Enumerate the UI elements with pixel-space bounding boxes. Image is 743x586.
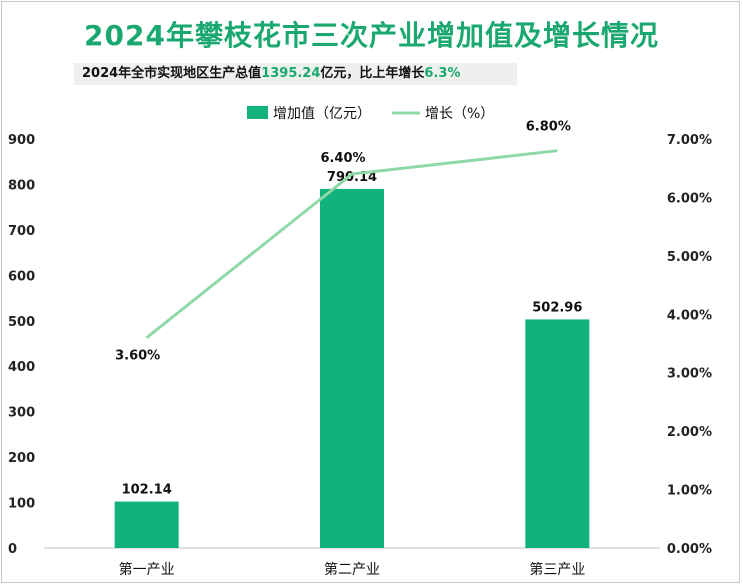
legend: 增加值（亿元） 增长（%） <box>247 106 494 122</box>
left-tick-label: 0 <box>8 542 17 557</box>
line-series: 3.60% 6.40% 6.80% <box>115 120 571 364</box>
left-tick-label: 300 <box>8 406 35 421</box>
bar-data-label: 102.14 <box>122 483 172 498</box>
bar <box>525 319 590 548</box>
right-tick-label: 3.00% <box>667 367 712 382</box>
left-axis: 0 100 200 300 400 500 600 700 800 900 <box>8 133 35 557</box>
subtitle-middle: 亿元，比上年增长 <box>320 66 425 81</box>
growth-line <box>145 149 558 339</box>
line-data-label: 6.40% <box>320 151 365 166</box>
line-data-label: 3.60% <box>115 349 160 364</box>
right-tick-label: 7.00% <box>667 133 712 148</box>
bar <box>320 188 384 548</box>
left-tick-label: 200 <box>8 451 35 466</box>
right-axis: 0.00% 1.00% 2.00% 3.00% 4.00% 5.00% 6.00% 7.00% <box>667 133 712 557</box>
chart-subtitle: 2024年全市实现地区生产总值1395.24亿元，比上年增长6.3% <box>74 63 517 85</box>
right-tick-label: 1.00% <box>667 484 712 499</box>
chart-title: 2024年攀枝花市三次产业增加值及增长情况 <box>84 19 659 52</box>
left-tick-label: 100 <box>8 497 35 512</box>
line-data-label: 6.80% <box>526 120 571 135</box>
category-label: 第二产业 <box>324 561 380 578</box>
right-tick-label: 2.00% <box>667 425 712 440</box>
left-tick-label: 900 <box>8 133 35 148</box>
subtitle-gdp-value: 1395.24 <box>261 66 321 81</box>
category-axis: 第一产业 第二产业 第三产业 <box>119 561 586 578</box>
right-tick-label: 5.00% <box>667 250 712 265</box>
category-label: 第三产业 <box>529 561 585 578</box>
left-tick-label: 700 <box>8 224 35 239</box>
left-tick-label: 400 <box>8 360 35 375</box>
bar <box>114 501 179 548</box>
left-tick-label: 500 <box>8 315 35 330</box>
right-tick-label: 0.00% <box>667 542 712 557</box>
bar-data-label: 502.96 <box>532 300 582 315</box>
legend-line-label: 增长（%） <box>425 106 494 122</box>
legend-bar-swatch <box>247 106 268 119</box>
left-tick-label: 600 <box>8 269 35 284</box>
legend-bar-label: 增加值（亿元） <box>273 106 371 122</box>
category-label: 第一产业 <box>119 561 175 578</box>
subtitle-prefix: 2024年全市实现地区生产总值 <box>82 66 262 81</box>
right-tick-label: 4.00% <box>667 308 712 323</box>
subtitle-growth-value: 6.3% <box>424 66 461 81</box>
right-tick-label: 6.00% <box>667 191 712 206</box>
left-tick-label: 800 <box>8 178 35 193</box>
